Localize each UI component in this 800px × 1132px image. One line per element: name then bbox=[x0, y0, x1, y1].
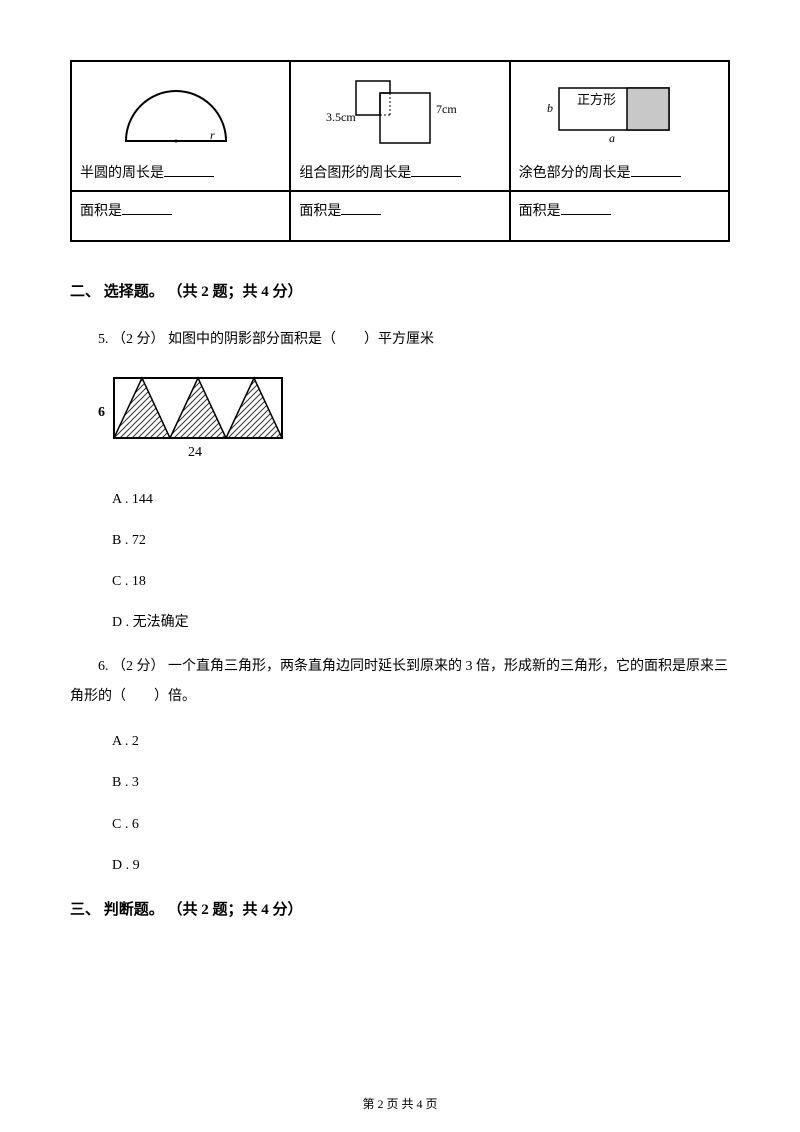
width-label: 24 bbox=[188, 445, 202, 460]
semicircle-perimeter-label: 半圆的周长是 bbox=[80, 162, 281, 182]
q5-option-d: D . 无法确定 bbox=[70, 610, 730, 635]
q5-option-a: A . 144 bbox=[70, 487, 730, 512]
combined-perimeter-label: 组合图形的周长是 bbox=[299, 162, 500, 182]
semicircle-figure: r bbox=[80, 70, 281, 156]
rect-shaded-figure: b a 正方形 bbox=[519, 70, 720, 156]
two-squares-figure: 3.5cm 7cm bbox=[299, 70, 500, 156]
page-footer: 第 2 页 共 4 页 bbox=[0, 1095, 800, 1112]
q5-option-c: C . 18 bbox=[70, 569, 730, 594]
question-5-figure: 6 24 bbox=[98, 372, 730, 467]
table-cell-2: 3.5cm 7cm 组合图形的周长是 bbox=[290, 61, 509, 191]
height-label: 6 bbox=[98, 405, 105, 420]
inner-square-label: 正方形 bbox=[577, 92, 616, 107]
table-cell-1: r 半圆的周长是 bbox=[71, 61, 290, 191]
q6-option-c: C . 6 bbox=[70, 812, 730, 837]
a-label: a bbox=[609, 131, 615, 145]
section-2-heading: 二、 选择题。 （共 2 题；共 4 分） bbox=[70, 280, 730, 301]
table-cell-3: b a 正方形 涂色部分的周长是 bbox=[510, 61, 729, 191]
shaded-perimeter-label: 涂色部分的周长是 bbox=[519, 162, 720, 182]
geometry-table: r 半圆的周长是 3.5cm 7cm 组合图形的周长是 bbox=[70, 60, 730, 242]
q6-option-b: B . 3 bbox=[70, 770, 730, 795]
b-label: b bbox=[547, 101, 553, 115]
table-cell-area-2: 面积是 bbox=[290, 191, 509, 241]
section-3-heading: 三、 判断题。 （共 2 题；共 4 分） bbox=[70, 898, 730, 919]
left-square-label: 3.5cm bbox=[326, 110, 356, 124]
q5-option-b: B . 72 bbox=[70, 528, 730, 553]
right-square-label: 7cm bbox=[436, 102, 457, 116]
question-6-text: 6. （2 分） 一个直角三角形，两条直角边同时延长到原来的 3 倍，形成新的三… bbox=[70, 652, 730, 714]
q6-option-a: A . 2 bbox=[70, 729, 730, 754]
table-cell-area-3: 面积是 bbox=[510, 191, 729, 241]
radius-label: r bbox=[210, 128, 215, 142]
table-cell-area-1: 面积是 bbox=[71, 191, 290, 241]
q6-option-d: D . 9 bbox=[70, 853, 730, 878]
question-5-text: 5. （2 分） 如图中的阴影部分面积是（ ）平方厘米 bbox=[70, 325, 730, 356]
